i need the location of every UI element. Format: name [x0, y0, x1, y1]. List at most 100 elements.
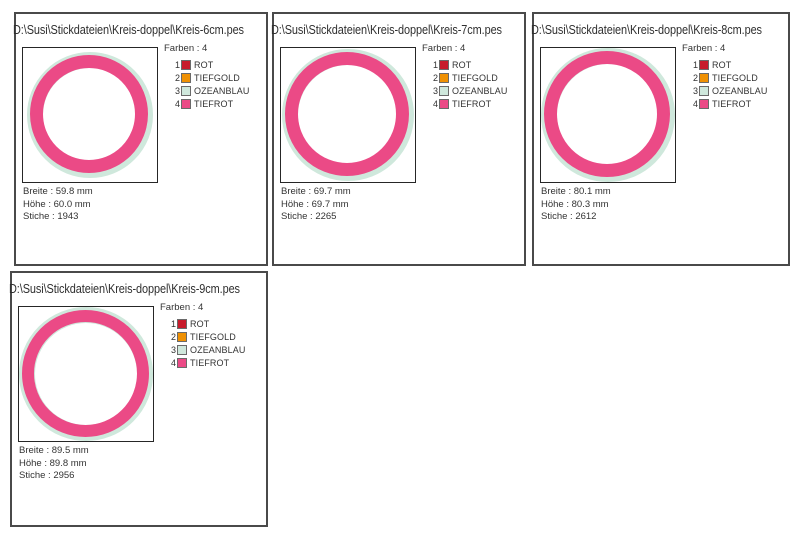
legend-row: 1 ROT [168, 317, 245, 330]
legend-number: 2 [692, 72, 698, 83]
color-name: OZEANBLAU [452, 85, 508, 96]
design-stats: Breite : 59.8 mm Höhe : 60.0 mm Stiche :… [23, 186, 93, 224]
hoehe-stat: Höhe : 60.0 mm [23, 198, 91, 210]
inner-circle-tiefrot [544, 51, 670, 177]
design-preview [280, 47, 416, 183]
legend-row: 4 TIEFROT [172, 97, 249, 110]
color-legend: Farben : 4 1 ROT 2 TIEFGOLD 3 OZEANBLAU … [160, 302, 245, 369]
color-swatch-ozeanblau [439, 85, 449, 96]
legend-number: 3 [432, 85, 438, 96]
color-swatch-tiefrot [699, 98, 709, 109]
legend-number: 4 [170, 357, 176, 368]
file-path-title: D:\Susi\Stickdateien\Kreis-doppel\Kreis-… [531, 21, 788, 37]
inner-circle-tiefrot [21, 309, 149, 437]
legend-row: 4 TIEFROT [690, 97, 767, 110]
file-path-text: D:\Susi\Stickdateien\Kreis-doppel\Kreis-… [531, 22, 762, 37]
color-legend: Farben : 4 1 ROT 2 TIEFGOLD 3 OZEANBLAU … [682, 43, 767, 110]
legend-row: 1 ROT [690, 58, 767, 71]
color-name: ROT [452, 59, 472, 70]
inner-circle-tiefrot [30, 55, 148, 173]
legend-number: 3 [174, 85, 180, 96]
legend-row: 4 TIEFROT [168, 356, 245, 369]
stiche-stat: Stiche : 2956 [19, 470, 75, 481]
legend-number: 2 [432, 72, 438, 83]
legend-row: 2 TIEFGOLD [172, 71, 249, 84]
color-name: ROT [194, 59, 214, 70]
color-swatch-tiefrot [181, 98, 191, 109]
design-stats: Breite : 69.7 mm Höhe : 69.7 mm Stiche :… [281, 186, 351, 224]
legend-number: 2 [170, 331, 176, 342]
color-name: TIEFGOLD [194, 72, 240, 83]
farben-count-label: Farben : 4 [682, 43, 726, 54]
file-path-title: D:\Susi\Stickdateien\Kreis-doppel\Kreis-… [13, 21, 266, 37]
legend-row: 2 TIEFGOLD [430, 71, 507, 84]
farben-count-label: Farben : 4 [160, 302, 204, 313]
design-preview [540, 47, 676, 183]
file-card-kreis-7cm[interactable]: D:\Susi\Stickdateien\Kreis-doppel\Kreis-… [271, 12, 526, 266]
file-path-text: D:\Susi\Stickdateien\Kreis-doppel\Kreis-… [13, 22, 244, 37]
color-name: ROT [712, 59, 732, 70]
farben-count-label: Farben : 4 [422, 43, 466, 54]
stiche-stat: Stiche : 2612 [541, 211, 597, 222]
legend-number: 4 [432, 98, 438, 109]
color-name: OZEANBLAU [190, 344, 246, 355]
hoehe-stat: Höhe : 89.8 mm [19, 457, 87, 469]
legend-number: 1 [170, 318, 176, 329]
hoehe-stat: Höhe : 69.7 mm [281, 198, 349, 210]
color-name: TIEFROT [190, 357, 230, 368]
color-name: TIEFROT [712, 98, 752, 109]
color-name: TIEFGOLD [190, 331, 236, 342]
legend-number: 1 [174, 59, 180, 70]
legend-row: 3 OZEANBLAU [430, 84, 507, 97]
color-swatch-rot [439, 59, 449, 70]
legend-number: 1 [692, 59, 698, 70]
legend-number: 3 [692, 85, 698, 96]
design-stats: Breite : 89.5 mm Höhe : 89.8 mm Stiche :… [19, 445, 89, 483]
color-legend: Farben : 4 1 ROT 2 TIEFGOLD 3 OZEANBLAU … [422, 43, 507, 110]
design-stats: Breite : 80.1 mm Höhe : 80.3 mm Stiche :… [541, 186, 611, 224]
color-swatch-ozeanblau [177, 344, 187, 355]
color-name: OZEANBLAU [194, 85, 250, 96]
legend-row: 3 OZEANBLAU [168, 343, 245, 356]
design-preview [18, 306, 154, 442]
inner-circle-tiefrot [285, 52, 409, 176]
legend-row: 2 TIEFGOLD [168, 330, 245, 343]
legend-row: 1 ROT [430, 58, 507, 71]
color-swatch-rot [177, 318, 187, 329]
file-card-kreis-9cm[interactable]: D:\Susi\Stickdateien\Kreis-doppel\Kreis-… [9, 271, 268, 527]
legend-row: 3 OZEANBLAU [690, 84, 767, 97]
stiche-stat: Stiche : 2265 [281, 211, 337, 222]
color-legend: Farben : 4 1 ROT 2 TIEFGOLD 3 OZEANBLAU … [164, 43, 249, 110]
file-path-title: D:\Susi\Stickdateien\Kreis-doppel\Kreis-… [271, 21, 524, 37]
color-swatch-ozeanblau [699, 85, 709, 96]
color-name: TIEFGOLD [452, 72, 498, 83]
color-swatch-tiefrot [177, 357, 187, 368]
color-name: ROT [190, 318, 210, 329]
color-swatch-tiefrot [439, 98, 449, 109]
legend-row: 3 OZEANBLAU [172, 84, 249, 97]
color-swatch-tiefgold [181, 72, 191, 83]
legend-number: 1 [432, 59, 438, 70]
color-name: OZEANBLAU [712, 85, 768, 96]
breite-stat: Breite : 69.7 mm [281, 186, 351, 197]
legend-number: 4 [174, 98, 180, 109]
color-swatch-rot [181, 59, 191, 70]
color-name: TIEFROT [452, 98, 492, 109]
legend-number: 4 [692, 98, 698, 109]
legend-row: 2 TIEFGOLD [690, 71, 767, 84]
legend-row: 1 ROT [172, 58, 249, 71]
hoehe-stat: Höhe : 80.3 mm [541, 198, 609, 210]
file-card-kreis-6cm[interactable]: D:\Susi\Stickdateien\Kreis-doppel\Kreis-… [13, 12, 268, 266]
legend-number: 2 [174, 72, 180, 83]
file-path-text: D:\Susi\Stickdateien\Kreis-doppel\Kreis-… [9, 281, 240, 296]
legend-row: 4 TIEFROT [430, 97, 507, 110]
color-name: TIEFGOLD [712, 72, 758, 83]
color-swatch-tiefgold [177, 331, 187, 342]
legend-number: 3 [170, 344, 176, 355]
file-path-title: D:\Susi\Stickdateien\Kreis-doppel\Kreis-… [9, 280, 266, 296]
color-name: TIEFROT [194, 98, 234, 109]
farben-count-label: Farben : 4 [164, 43, 208, 54]
design-preview [22, 47, 158, 183]
file-card-kreis-8cm[interactable]: D:\Susi\Stickdateien\Kreis-doppel\Kreis-… [531, 12, 790, 266]
breite-stat: Breite : 89.5 mm [19, 445, 89, 456]
